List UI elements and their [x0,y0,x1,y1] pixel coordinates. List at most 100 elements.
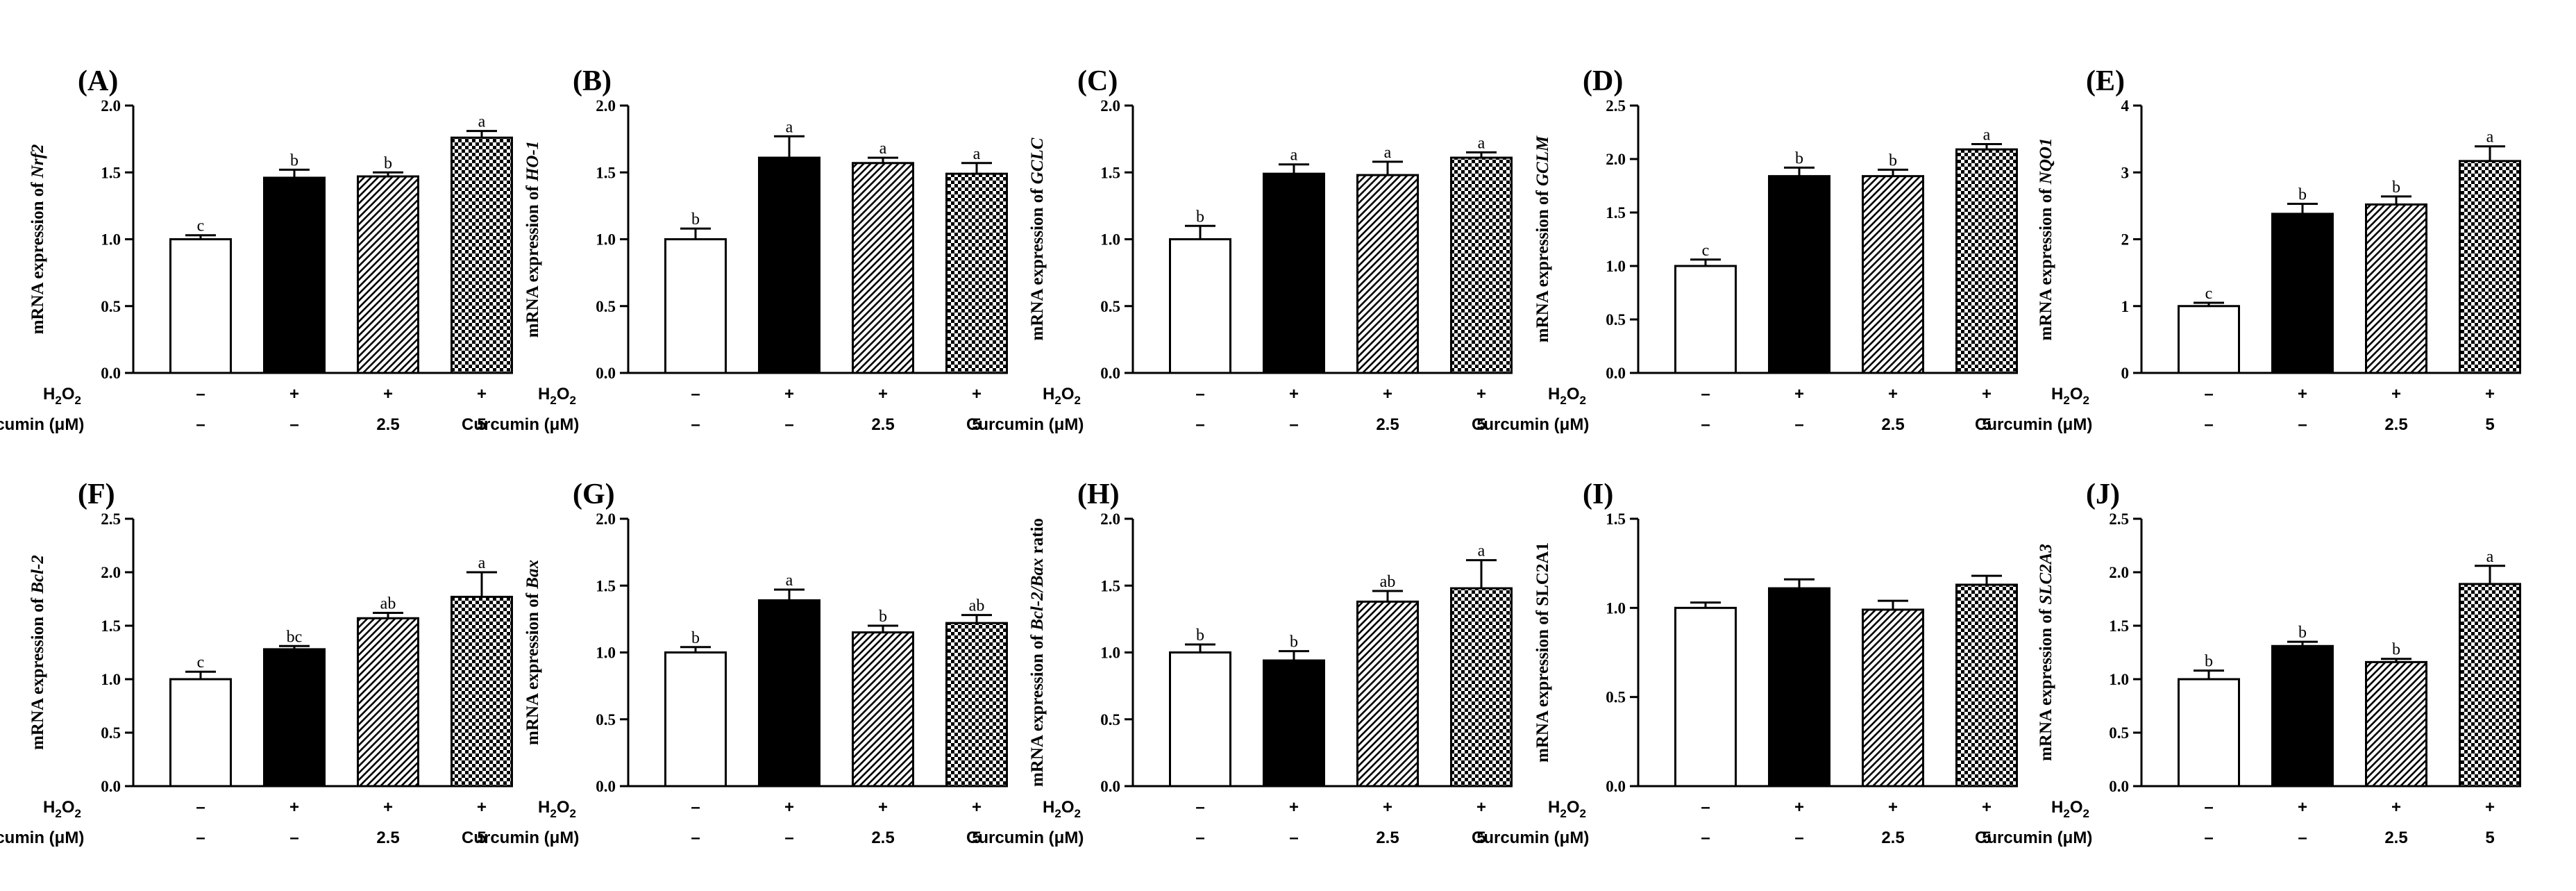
curcumin-row-label: Curcumin (μM) [1472,415,1589,434]
y-tick-label: 0.0 [596,365,616,382]
significance-letter: b [384,154,392,172]
treatment-cell: + [477,798,487,817]
treatment-cell: + [1888,385,1898,403]
significance-letter: b [879,608,887,626]
treatment-cell: – [691,798,700,817]
y-tick-label: 2.0 [596,510,616,528]
panel-j: (J) 0.0 0.5 1.0 1.5 2.0 2.5 mRNA expression of … [1975,478,2521,847]
h2o2-row-label: H2O2 [538,798,576,820]
y-axis-title-gene: Bcl-2 [28,555,47,594]
y-axis-title-prefix: mRNA expression of [523,589,542,745]
y-axis-title-prefix: mRNA expression of [1028,631,1047,787]
treatment-cell: + [1289,798,1299,817]
bar [1263,172,1325,374]
panel-label: (D) [1583,65,1623,97]
y-tick-label: 0.5 [1100,298,1120,315]
treatment-cell: – [1701,415,1710,434]
y-tick-label: 1.0 [1606,258,1626,275]
curcumin-row-label: Curcumin (μM) [0,828,84,847]
y-axis-title: mRNA expression of NQO1 [2037,138,2055,341]
significance-letter: b [290,151,298,169]
bar [664,238,727,374]
y-axis-title-gene: NQO1 [2037,138,2055,185]
bar [1955,148,2018,374]
panel-label: (B) [573,65,612,97]
panel-d: (D) 0.0 0.5 1.0 1.5 2.0 2.5 mRNA expression of … [1472,65,2018,434]
y-tick-label: 0.5 [1606,311,1626,328]
y-tick-label: 2.0 [2109,564,2129,581]
significance-letter: a [879,140,887,158]
bar [1356,600,1419,788]
treatment-cell: – [2298,828,2307,847]
significance-letter: a [478,554,486,572]
treatment-cell: 5 [1476,828,1485,847]
bar [263,176,326,374]
y-axis-title-gene: HO-1 [523,141,542,182]
treatment-cell: 5 [2485,415,2494,434]
y-axis-title: mRNA expression of Bcl-2/Bax ratio [1028,518,1047,787]
bar [169,678,232,788]
curcumin-row-label: Curcumin (μM) [1975,828,2092,847]
significance-letter: b [1196,626,1204,644]
significance-letter: a [786,572,793,590]
treatment-cell: + [2391,385,2401,403]
bar [357,617,419,788]
significance-letter: a [1384,144,1392,162]
panel-label: (E) [2086,65,2125,97]
y-tick-label: 4 [2121,97,2130,115]
panel-label: (G) [573,478,615,510]
y-axis-title-suffix: ratio [1028,518,1047,558]
y-tick-label: 2.0 [101,564,121,581]
y-tick-label: 2.0 [101,97,121,115]
bar [1955,583,2018,788]
y-axis-title-gene: Bax [523,560,542,590]
significance-letter: ab [969,597,985,615]
treatment-cell: + [1383,798,1392,817]
significance-letter: c [1702,242,1710,260]
bar [451,595,513,788]
treatment-cell: 5 [477,415,486,434]
y-tick-label: 0.5 [1100,711,1120,728]
y-tick-label: 1 [2121,298,2130,315]
panel-label: (I) [1583,478,1613,510]
bar [664,651,727,788]
treatment-cell: – [1289,828,1298,847]
bar [263,648,326,788]
y-axis-title-gene: GCLM [1533,135,1552,186]
curcumin-row-label: Curcumin (μM) [1472,828,1589,847]
treatment-cell: + [2391,798,2401,817]
y-tick-label: 2.5 [2109,510,2129,528]
panel-label: (F) [78,478,115,510]
treatment-cell: – [1195,385,1204,403]
panel-i: (I) 0.0 0.5 1.0 1.5 mRNA expression of SLC2A1… [1472,478,2018,847]
bar [1862,608,1924,788]
significance-letter: b [2298,624,2307,642]
bar [1450,587,1513,788]
treatment-cell: 2.5 [376,828,399,847]
significance-letter: b [691,210,700,228]
significance-letter: b [1889,151,1897,169]
y-tick-label: 1.0 [101,671,121,688]
treatment-cell: + [878,385,888,403]
treatment-cell: + [1982,385,1992,403]
y-tick-label: 2.5 [101,510,121,528]
y-axis-title: mRNA expression of GCLM [1533,135,1552,342]
h2o2-row-label: H2O2 [1043,798,1081,820]
y-tick-label: 0.5 [1606,689,1626,706]
treatment-cell: + [1794,798,1804,817]
y-axis-title-prefix: mRNA expression of [523,181,542,338]
treatment-cell: 2.5 [1376,415,1399,434]
bar [1674,606,1737,788]
panel-a: (A) 0.0 0.5 1.0 1.5 2.0 mRNA expression of Nrf… [0,65,513,434]
y-tick-label: 2.0 [1606,151,1626,168]
h2o2-row-label: H2O2 [1548,385,1586,407]
treatment-cell: – [289,415,298,434]
treatment-cell: – [1701,828,1710,847]
y-tick-label: 0.5 [596,711,616,728]
y-axis-title-prefix: mRNA expression of [28,594,47,750]
significance-letter: a [2486,128,2494,147]
significance-letter: c [197,217,205,235]
treatment-cell: 5 [972,828,981,847]
treatment-cell: 5 [477,828,486,847]
panel-c: (C) 0.0 0.5 1.0 1.5 2.0 mRNA expression of GCL… [966,65,1513,434]
